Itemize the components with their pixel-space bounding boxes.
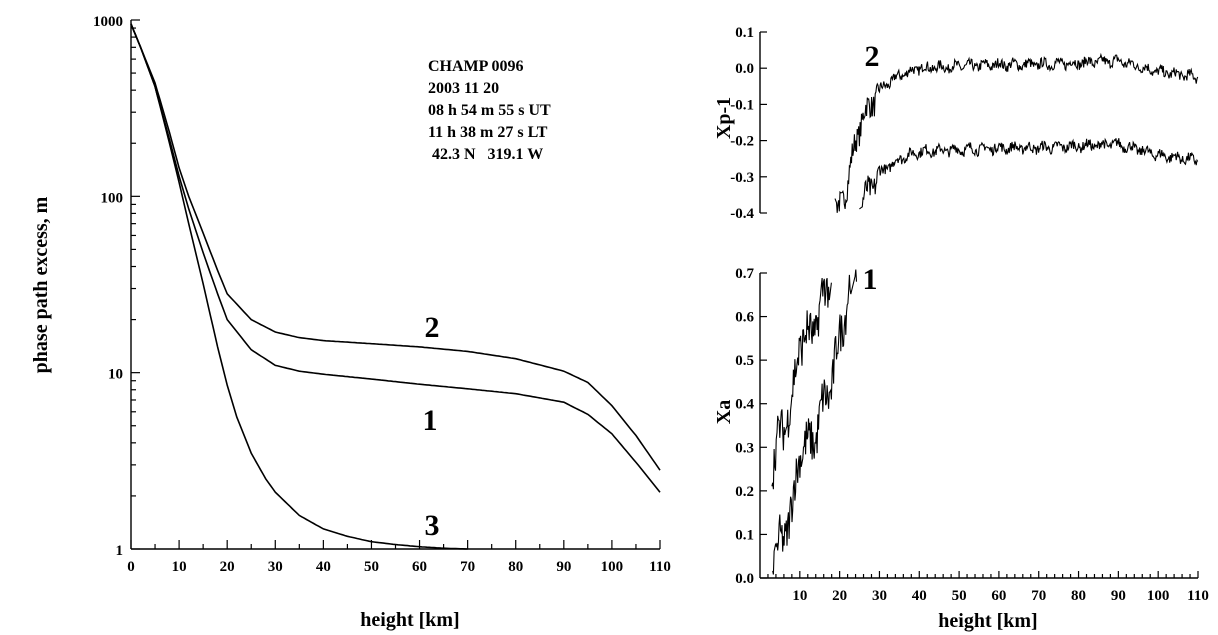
left-x-tick-label: 10	[172, 559, 187, 575]
right-x-tick-label: 20	[832, 588, 847, 604]
right-upper-panel-xp-1: 0.1 0.0 -0.1 -0.2 -0.3 -0.4 Xp-1 2	[713, 25, 1199, 222]
right-x-tick-label: 80	[1071, 588, 1086, 604]
left-x-tick-label: 90	[556, 559, 571, 575]
right-upper-y-tick-label: -0.2	[730, 134, 754, 150]
left-y-tick-label: 1	[116, 543, 124, 559]
observation-info-block: CHAMP 0096 2003 11 20 08 h 54 m 55 s UT …	[428, 58, 551, 163]
left-series-line-2	[130, 23, 661, 471]
right-lower-curves	[771, 269, 858, 575]
right-curve-label-1: 1	[863, 263, 878, 296]
left-x-tick-label: 20	[220, 559, 235, 575]
right-upper-y-tick-label: 0.0	[735, 61, 754, 77]
right-lower-y-tick-label: 0.1	[735, 527, 754, 543]
left-y-tick-label: 10	[108, 367, 123, 383]
left-series-line-1	[130, 23, 661, 493]
left-series-line-3	[130, 23, 468, 550]
left-y-tick-label: 1000	[93, 14, 123, 30]
right-lower-y-tick-label: 0.5	[735, 353, 754, 369]
right-lower-series-line-offset	[771, 277, 832, 490]
right-lower-series-line-1	[772, 269, 858, 575]
left-x-tick-label: 80	[508, 559, 523, 575]
right-lower-y-tick-label: 0.0	[735, 571, 754, 587]
right-x-tick-label: 60	[991, 588, 1006, 604]
right-upper-y-tick-label: -0.3	[730, 170, 754, 186]
right-upper-y-tick-label: 0.1	[735, 25, 754, 41]
left-x-axis-title: height [km]	[360, 609, 459, 631]
right-lower-y-axis-title: Xa	[713, 400, 735, 424]
info-line-lt: 11 h 38 m 27 s LT	[428, 124, 548, 141]
info-line-satellite: CHAMP 0096	[428, 58, 524, 75]
right-upper-curves	[834, 52, 1199, 213]
left-y-axis-title: phase path excess, m	[30, 196, 52, 373]
left-x-tick-label: 100	[601, 559, 624, 575]
right-lower-panel-xa: 0.0 0.1 0.2 0.3 0.4 0.5 0.6 0.7 10 20 30 40 50 60 70 80…	[713, 263, 1209, 632]
right-x-tick-label: 100	[1147, 588, 1170, 604]
left-x-tick-label: 40	[316, 559, 331, 575]
right-lower-y-tick-label: 0.3	[735, 440, 754, 456]
left-x-tick-label: 0	[127, 559, 135, 575]
right-lower-y-tick-label: 0.4	[735, 397, 754, 413]
left-x-tick-label: 30	[268, 559, 283, 575]
right-lower-y-tick-label: 0.7	[735, 266, 754, 282]
right-upper-series-line-offset	[859, 137, 1199, 210]
info-line-date: 2003 11 20	[428, 80, 499, 97]
left-curves	[130, 23, 661, 550]
right-x-tick-label: 110	[1187, 588, 1209, 604]
right-x-tick-label: 40	[912, 588, 927, 604]
left-x-tick-label: 60	[412, 559, 427, 575]
right-lower-y-tick-label: 0.2	[735, 484, 754, 500]
right-upper-axis-ticks: 0.1 0.0 -0.1 -0.2 -0.3 -0.4	[730, 25, 767, 222]
right-x-tick-label: 30	[872, 588, 887, 604]
left-y-tick-label: 100	[101, 190, 124, 206]
right-upper-y-tick-label: -0.1	[730, 97, 754, 113]
right-x-tick-label: 70	[1031, 588, 1046, 604]
right-curve-label-2: 2	[865, 40, 880, 73]
right-upper-series-line-2	[834, 52, 1199, 213]
left-x-tick-label: 70	[460, 559, 475, 575]
right-lower-axis-ticks: 0.0 0.1 0.2 0.3 0.4 0.5 0.6 0.7 10 20 30 40 50 60 70 80…	[735, 266, 1209, 604]
right-lower-y-tick-label: 0.6	[735, 310, 754, 326]
info-line-coordinates: 42.3 N 319.1 W	[428, 146, 543, 163]
left-curve-label-2: 2	[425, 311, 440, 344]
left-x-tick-label: 110	[649, 559, 671, 575]
right-x-tick-label: 50	[952, 588, 967, 604]
right-x-tick-label: 90	[1111, 588, 1126, 604]
left-curve-label-3: 3	[425, 509, 440, 542]
left-x-tick-label: 50	[364, 559, 379, 575]
right-upper-y-axis-title: Xp-1	[713, 97, 735, 139]
right-upper-y-tick-label: -0.4	[730, 206, 754, 222]
right-x-tick-label: 10	[792, 588, 807, 604]
info-line-ut: 08 h 54 m 55 s UT	[428, 102, 551, 119]
left-curve-label-1: 1	[423, 404, 438, 437]
right-x-axis-title: height [km]	[938, 610, 1037, 632]
